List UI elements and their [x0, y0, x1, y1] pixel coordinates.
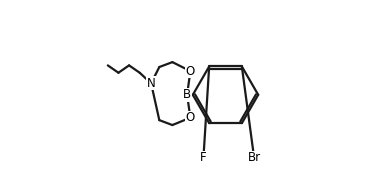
Text: F: F: [200, 151, 207, 164]
Text: N: N: [147, 77, 156, 90]
Text: O: O: [186, 111, 195, 124]
Text: B: B: [183, 88, 191, 101]
Text: O: O: [186, 65, 195, 78]
Text: Br: Br: [248, 151, 261, 164]
